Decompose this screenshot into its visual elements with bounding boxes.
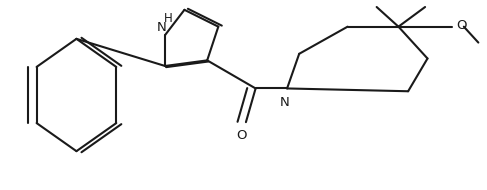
Text: O: O: [236, 129, 246, 142]
Text: H: H: [164, 12, 173, 25]
Text: O: O: [456, 19, 467, 32]
Text: N: N: [280, 96, 290, 109]
Text: N: N: [157, 21, 167, 34]
